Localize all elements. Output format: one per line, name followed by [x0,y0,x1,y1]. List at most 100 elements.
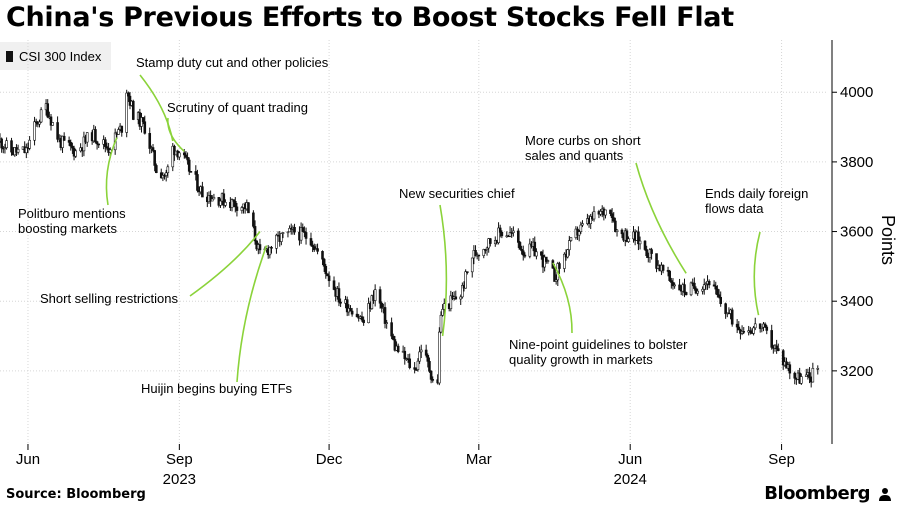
candle-body [95,141,99,145]
candle-body [240,207,244,211]
candle-body [131,100,135,120]
candle-body [558,263,561,269]
candle-body [461,285,464,298]
candle-body [523,254,527,257]
candle-body [62,135,66,141]
x-tick-label: Jun [16,451,40,468]
annotation-label: Politburo mentions boosting markets [18,206,126,236]
candle-body [428,361,431,372]
candle-body [702,284,706,290]
candle-body [253,226,257,242]
candle-body [753,323,757,329]
candle-body [614,220,617,233]
annotations: Politburo mentions boosting markets Stamp … [18,55,808,396]
candle-body [609,209,612,214]
candle-body [477,254,481,257]
candle-body [439,314,443,333]
candle-body [362,319,365,324]
candle-body [309,238,313,246]
candle-body [800,376,803,384]
candle-body [408,358,412,368]
candle-body [56,122,59,140]
candle-body [125,92,128,133]
candle-body [464,271,467,289]
annotation-label: Stamp duty cut and other policies [136,55,329,70]
annotation-leader [439,204,448,337]
candle-body [187,159,191,172]
candle-body [749,330,752,333]
candle-body [301,227,305,232]
candle-body [120,125,124,133]
x-tick-label: Sep [166,451,193,468]
candle-body [385,322,388,324]
candle-body [719,297,722,304]
x-year-label: 2024 [614,471,647,488]
candle-body [694,288,698,294]
candle-body [141,117,145,123]
gridlines [0,40,826,444]
candle-body [3,147,7,150]
candle-body [155,165,158,174]
candle-body [104,139,107,147]
bloomberg-logo: Bloomberg [764,483,892,504]
candle-body [224,202,227,206]
candle-body [535,251,538,257]
candle-body [518,242,522,250]
y-tick-label: 3600 [840,224,873,241]
candle-body [28,139,31,149]
candle-body [327,275,331,282]
candle-body [546,260,550,262]
candle-body [219,200,222,206]
candle-body [589,216,593,224]
annotation-label: Short selling restrictions [40,291,178,306]
candle-body [620,229,624,235]
candle-body [350,310,354,315]
candle-body [61,135,64,148]
candle-body [544,256,548,262]
candle-body [454,296,458,300]
candle-body [33,121,36,141]
candle-body [627,238,630,242]
candles [0,89,820,388]
legend-label: CSI 300 Index [19,48,102,64]
candle-body [69,142,73,147]
candle-body [528,243,532,257]
candle-body [418,351,421,362]
candle-body [533,241,537,257]
candle-body [811,368,815,383]
candle-body [286,231,290,234]
candle-body [426,355,430,362]
candle-body [520,248,523,252]
candle-body [581,223,584,226]
candle-body [638,240,642,245]
candle-body [668,270,671,281]
candle-body [512,230,515,233]
candle-body [97,143,101,146]
candle-body [717,294,721,298]
candle-body [143,121,147,134]
candle-body [5,140,8,149]
candle-body [25,147,28,154]
candle-body [770,330,774,348]
candle-body [684,292,688,296]
candle-body [645,249,648,257]
candle-body [383,307,387,324]
candle-body [270,246,273,249]
candle-body [332,280,336,290]
annotation-label: Huijin begins buying ETFs [141,381,293,396]
candle-body [39,109,43,123]
candle-body [117,129,120,135]
annotation-leader [552,262,573,334]
x-tick-label: Sep [768,451,795,468]
candle-body [693,282,696,289]
candle-body [760,326,764,329]
candle-body [186,156,189,161]
candle-body [0,138,3,149]
candle-body [235,206,239,211]
candle-body [716,288,719,296]
candle-body [268,246,272,256]
candle-body [566,249,569,258]
annotation-leader [236,245,268,383]
chart-title: China's Previous Efforts to Boost Stocks… [6,2,734,33]
